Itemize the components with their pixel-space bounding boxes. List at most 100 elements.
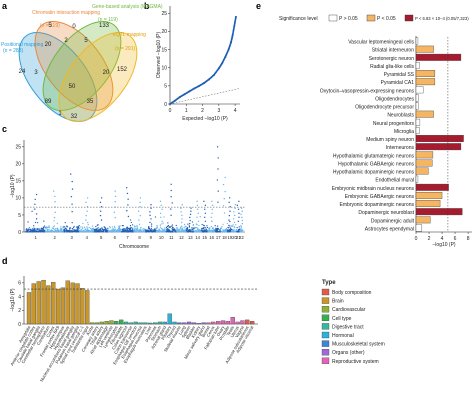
manhattan-point (114, 226, 116, 229)
manhattan-chrom-label: 8 (138, 235, 141, 240)
manhattan-point (233, 226, 236, 229)
manhattan-point (180, 226, 182, 228)
manhattan-point (158, 230, 160, 232)
manhattan-point (188, 230, 190, 232)
manhattan-point (86, 226, 88, 228)
manhattan-point (153, 230, 156, 232)
manhattan-point (202, 227, 204, 229)
manhattan-peak-point (86, 197, 89, 199)
manhattan-point (53, 225, 55, 227)
celltype-ticks: 0 2 4 6 8 (415, 232, 470, 242)
manhattan-peak-point (224, 176, 226, 179)
manhattan-point (195, 226, 197, 229)
manhattan-point (175, 224, 177, 227)
manhattan-peak-point (196, 204, 199, 207)
manhattan-point (34, 228, 36, 230)
tissue-legend-swatch (321, 340, 330, 347)
manhattan-point (160, 230, 162, 232)
manhattan-point (159, 224, 162, 226)
manhattan-point (60, 226, 62, 228)
tissue-legend-label: Musculoskeletal system (332, 342, 385, 348)
manhattan-point (178, 228, 180, 231)
manhattan-point (66, 229, 68, 231)
manhattan-point (59, 230, 61, 233)
manhattan-plot: 1 2 3 4 5 6 7 8 9 10 11 12 13 14 15 16 17 18 19 20 212205101… (10, 140, 245, 250)
manhattan-point (87, 229, 89, 232)
manhattan-peak-point (224, 190, 226, 193)
manhattan-peak-point (160, 216, 162, 218)
manhattan-point (235, 224, 237, 226)
tissue-legend: Body composition Brain Cardiovascular Cell … (321, 288, 385, 365)
manhattan-point (209, 231, 211, 233)
manhattan-chrom-label: 18 (222, 235, 227, 240)
manhattan-point (172, 227, 174, 229)
manhattan-point (91, 229, 94, 232)
celltype-bar (415, 118, 421, 126)
manhattan-point (78, 224, 80, 227)
manhattan-point (97, 230, 100, 232)
venn-label-positional: Positional mapping (1, 42, 43, 48)
manhattan-peak-point (180, 207, 182, 209)
manhattan-point (136, 225, 138, 227)
manhattan-peak-point (240, 207, 243, 209)
celltype-label: Striatal interneuron (372, 48, 414, 54)
manhattan-point (69, 231, 71, 233)
tissue-label: Thyroid (166, 324, 178, 339)
manhattan-point (33, 225, 35, 227)
manhattan-point (183, 223, 186, 226)
manhattan-point (207, 230, 210, 232)
tissue-bar (55, 288, 61, 325)
manhattan-chrom-label: 4 (86, 235, 89, 240)
celltype-label: Microglia (394, 129, 414, 135)
qq-point (217, 67, 220, 70)
manhattan-point (194, 231, 197, 233)
tissue-y-tick-label: 6 (18, 281, 21, 287)
manhattan-point (171, 224, 174, 226)
manhattan-peak-point (234, 207, 236, 209)
manhattan-point (206, 231, 208, 233)
manhattan-peak-point (180, 211, 182, 213)
celltype-label: Radial glia-like cells (370, 64, 414, 70)
manhattan-chrom-label: 11 (169, 235, 174, 240)
manhattan-peak-point (161, 220, 163, 222)
manhattan-peak-point (85, 214, 87, 217)
manhattan-point (238, 226, 240, 228)
manhattan-peak-point (210, 216, 212, 218)
manhattan-point (214, 229, 217, 231)
manhattan-point (33, 227, 35, 229)
manhattan-point (63, 229, 66, 232)
manhattan-point (116, 229, 118, 232)
manhattan-point (137, 230, 139, 233)
manhattan-point (37, 231, 39, 233)
manhattan-peak-point (216, 146, 219, 148)
manhattan-point (240, 226, 242, 229)
tissue-legend-label: Hormonal (332, 333, 354, 339)
manhattan-point (37, 228, 39, 231)
manhattan-peak-point (197, 220, 200, 222)
manhattan-chrom-label: 1 (35, 235, 38, 240)
manhattan-chrom-label: 15 (202, 235, 207, 240)
manhattan-point (227, 227, 230, 229)
venn-count: 89 (45, 99, 52, 105)
manhattan-point (100, 230, 103, 232)
venn-count: 133 (99, 23, 110, 29)
manhattan-peak-point (35, 193, 38, 196)
manhattan-point (213, 229, 216, 231)
manhattan-point (148, 227, 150, 229)
manhattan-point (166, 228, 169, 230)
manhattan-point (115, 229, 117, 231)
manhattan-point (146, 229, 148, 231)
manhattan-point (140, 231, 143, 233)
tissue-bar (148, 322, 153, 325)
tissue-bar (186, 321, 192, 325)
qq-x-tick-label: 1 (185, 108, 188, 114)
celltype-label: Embryonic GABAergic neurons (345, 194, 415, 200)
tissue-label: Aorta (85, 324, 95, 336)
manhattan-peak-point (217, 201, 219, 203)
manhattan-point (220, 227, 223, 230)
manhattan-xlabel: Chromosome (119, 244, 149, 250)
venn-n-positional: (n = 283) (3, 48, 23, 54)
manhattan-point (123, 228, 125, 230)
manhattan-peak-point (171, 202, 173, 204)
